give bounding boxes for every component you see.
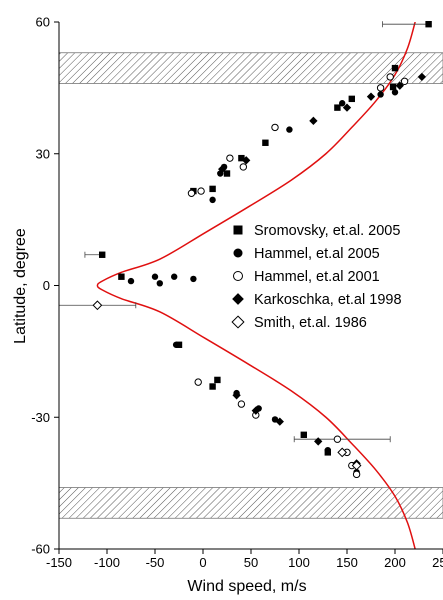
legend-label: Smith, et.al. 1986 xyxy=(254,315,367,331)
shaded-bands xyxy=(58,52,443,519)
shaded-band xyxy=(58,52,443,84)
data-point xyxy=(209,383,216,390)
y-axis-label: Latitude, degree xyxy=(12,228,29,344)
data-point xyxy=(251,406,260,415)
legend-marker xyxy=(231,315,245,329)
legend: Sromovsky, et.al. 2005 Hammel, et.al 2005… xyxy=(231,223,402,331)
data-point xyxy=(334,104,341,111)
data-point xyxy=(391,64,399,72)
data-point xyxy=(324,446,331,454)
x-tick-label: 150 xyxy=(336,555,358,570)
data-point xyxy=(127,277,135,285)
data-point xyxy=(214,376,221,384)
data-point xyxy=(226,154,234,162)
x-tick-label: 250 xyxy=(432,555,443,570)
data-point xyxy=(209,196,216,204)
data-point xyxy=(238,154,245,162)
x-tick-label: -50 xyxy=(146,555,165,570)
data-point xyxy=(151,273,159,280)
legend-label: Sromovsky, et.al. 2005 xyxy=(254,223,400,239)
legend-label: Hammel, et.al 2001 xyxy=(254,269,380,285)
data-point xyxy=(223,170,231,177)
x-tick-label: 100 xyxy=(288,555,310,570)
data-point xyxy=(99,251,106,258)
data-point xyxy=(333,435,342,443)
y-ticks: -60 -30 0 30 60 xyxy=(31,15,59,557)
data-point xyxy=(197,187,205,195)
legend-marker xyxy=(233,271,243,281)
data-point xyxy=(242,156,251,165)
data-point xyxy=(352,470,361,479)
error-bars xyxy=(58,21,429,443)
data-point xyxy=(156,280,163,287)
x-tick-label: 200 xyxy=(384,555,406,570)
data-point xyxy=(348,95,355,103)
fit-curve-group xyxy=(96,22,416,549)
data-points xyxy=(92,20,432,479)
data-point xyxy=(118,273,125,280)
data-point xyxy=(400,77,409,85)
data-point xyxy=(271,123,279,132)
data-point xyxy=(391,89,399,96)
data-point xyxy=(237,400,246,408)
y-tick-label: -30 xyxy=(31,410,50,425)
data-point xyxy=(209,185,216,193)
legend-marker xyxy=(233,225,243,235)
y-tick-label: 30 xyxy=(36,146,50,161)
data-point xyxy=(92,300,103,311)
data-point xyxy=(275,417,284,426)
data-point xyxy=(218,164,227,174)
data-point xyxy=(366,92,376,101)
y-tick-label: -60 xyxy=(31,542,50,557)
legend-marker xyxy=(232,293,244,305)
y-tick-label: 0 xyxy=(43,278,50,293)
x-ticks: -150 -100 -50 0 50 100 150 200 250 xyxy=(46,549,443,570)
data-point xyxy=(376,84,385,92)
shaded-band xyxy=(58,487,443,519)
data-point xyxy=(239,163,248,171)
legend-label: Hammel, et.al 2005 xyxy=(254,246,380,262)
data-point xyxy=(300,431,307,439)
data-point xyxy=(286,126,293,133)
data-point xyxy=(309,116,318,125)
data-point xyxy=(377,91,384,98)
x-tick-label: -150 xyxy=(46,555,72,570)
x-tick-label: 0 xyxy=(199,555,206,570)
data-point xyxy=(425,20,432,28)
data-point xyxy=(172,341,180,348)
data-point xyxy=(386,73,394,81)
x-tick-label: 50 xyxy=(244,555,258,570)
data-point xyxy=(171,273,178,280)
data-point xyxy=(342,103,352,112)
axes xyxy=(58,22,443,550)
fit-curve xyxy=(96,22,416,549)
data-point xyxy=(339,100,346,107)
data-point xyxy=(262,139,269,146)
y-tick-label: 60 xyxy=(36,15,50,30)
legend-label: Karkoschka, et.al 1998 xyxy=(254,292,402,308)
data-point xyxy=(417,72,427,82)
data-point xyxy=(389,83,397,91)
x-axis-label: Wind speed, m/s xyxy=(187,578,306,595)
data-point xyxy=(337,447,348,458)
x-tick-label: -100 xyxy=(94,555,120,570)
data-point xyxy=(190,275,197,283)
legend-marker xyxy=(233,248,243,258)
data-point xyxy=(351,460,362,471)
data-point xyxy=(314,437,323,446)
data-point xyxy=(194,378,202,386)
data-point xyxy=(187,189,196,197)
data-point xyxy=(395,81,404,90)
data-point xyxy=(232,391,241,400)
